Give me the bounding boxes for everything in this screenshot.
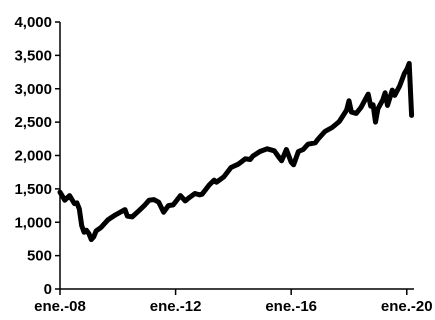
- x-tick-label: ene.-16: [265, 298, 317, 315]
- y-tick-label: 4,000: [14, 14, 52, 31]
- y-tick-label: 3,500: [14, 47, 52, 64]
- series-line: [57, 60, 415, 243]
- x-tick-label: ene.-08: [34, 298, 86, 315]
- x-axis-ticks: ene.-08 ene.-12 ene.-16 ene.-20: [34, 289, 433, 315]
- x-tick-label: ene.-12: [150, 298, 202, 315]
- y-tick-label: 3,000: [14, 81, 52, 98]
- y-tick-label: 0: [44, 281, 52, 298]
- y-tick-label: 2,500: [14, 114, 52, 131]
- y-tick-label: 1,000: [14, 214, 52, 231]
- y-axis-ticks: 0 500 1,000 1,500 2,000 2,500 3,000 3,500 4,000: [14, 14, 60, 298]
- x-tick-label: ene.-20: [381, 298, 433, 315]
- y-tick-label: 1,500: [14, 181, 52, 198]
- y-tick-label: 2,000: [14, 148, 52, 165]
- y-tick-label: 500: [27, 248, 52, 265]
